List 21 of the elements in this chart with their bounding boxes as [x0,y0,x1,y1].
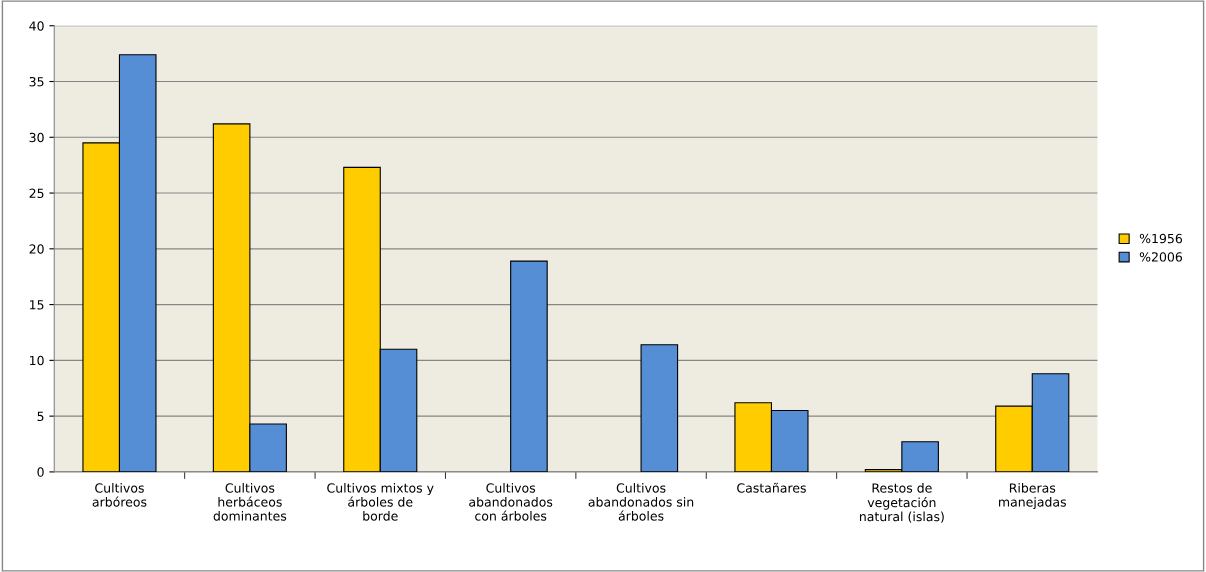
y-tick-label: 35 [29,76,44,87]
y-tick-label: 5 [37,411,44,422]
legend-label: %1956 [1139,233,1183,244]
x-tick-label: Cultivos abandonados sin árboles [588,483,694,521]
bar [640,344,679,472]
y-tick-label: 30 [29,132,44,143]
legend-label: %2006 [1139,252,1183,262]
x-tick-label: Cultivos arbóreos [92,483,147,507]
x-tick-label: Cultivos mixtos y árboles de borde [327,483,434,521]
y-tick-label: 40 [29,21,44,31]
y-tick-label: 10 [30,355,44,366]
x-tick-label: Castañares [737,482,806,493]
bar [510,260,548,472]
x-tick-label: Riberas manejadas [999,483,1066,510]
x-tick-label: Cultivos herbáceos dominantes [213,483,287,521]
y-tick-label: 25 [29,188,44,198]
y-tick-label: 15 [30,300,44,310]
y-tick-label: 20 [29,244,44,254]
x-tick-label: Restos de vegetación natural (islas) [859,483,944,523]
x-tick-label: Cultivos abandonados con árboles [469,483,553,521]
y-tick-label: 0 [37,467,44,477]
